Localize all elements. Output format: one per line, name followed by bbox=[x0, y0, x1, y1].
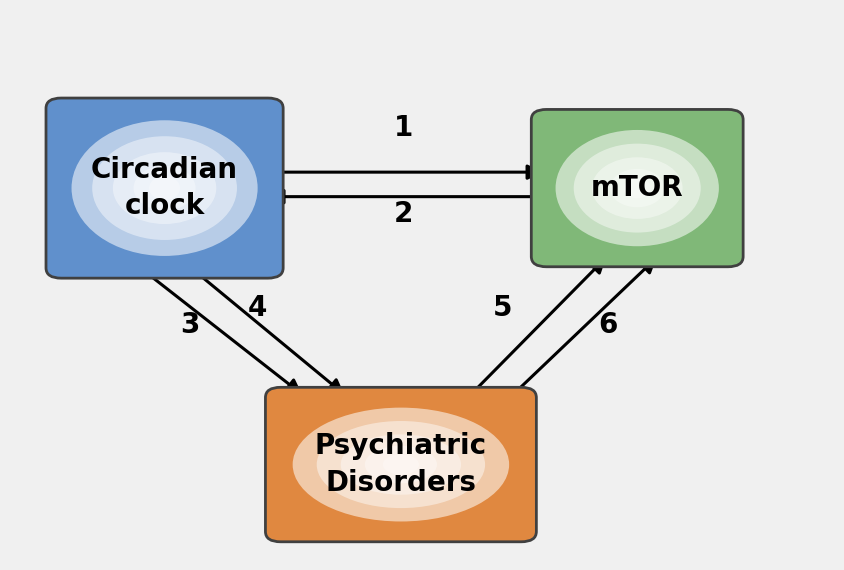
Text: Psychiatric
Disorders: Psychiatric Disorders bbox=[315, 432, 487, 497]
Text: 4: 4 bbox=[248, 294, 267, 322]
Ellipse shape bbox=[92, 136, 237, 240]
FancyBboxPatch shape bbox=[532, 109, 743, 267]
Text: 2: 2 bbox=[394, 200, 413, 228]
Ellipse shape bbox=[113, 152, 216, 224]
Text: 5: 5 bbox=[492, 294, 512, 322]
Ellipse shape bbox=[72, 120, 257, 256]
Text: 1: 1 bbox=[394, 114, 413, 142]
Ellipse shape bbox=[574, 144, 701, 233]
Text: 6: 6 bbox=[598, 311, 617, 339]
Ellipse shape bbox=[293, 408, 509, 522]
Text: 3: 3 bbox=[181, 311, 199, 339]
FancyBboxPatch shape bbox=[265, 388, 537, 542]
Ellipse shape bbox=[592, 157, 683, 219]
Ellipse shape bbox=[365, 446, 437, 483]
Ellipse shape bbox=[149, 176, 180, 200]
FancyBboxPatch shape bbox=[46, 98, 284, 278]
Ellipse shape bbox=[133, 166, 196, 210]
Ellipse shape bbox=[341, 434, 461, 495]
Ellipse shape bbox=[316, 421, 485, 508]
Text: Circadian
clock: Circadian clock bbox=[91, 156, 238, 221]
Ellipse shape bbox=[555, 130, 719, 246]
Ellipse shape bbox=[383, 454, 419, 475]
Ellipse shape bbox=[610, 169, 664, 207]
Text: mTOR: mTOR bbox=[591, 174, 684, 202]
Ellipse shape bbox=[624, 178, 651, 198]
